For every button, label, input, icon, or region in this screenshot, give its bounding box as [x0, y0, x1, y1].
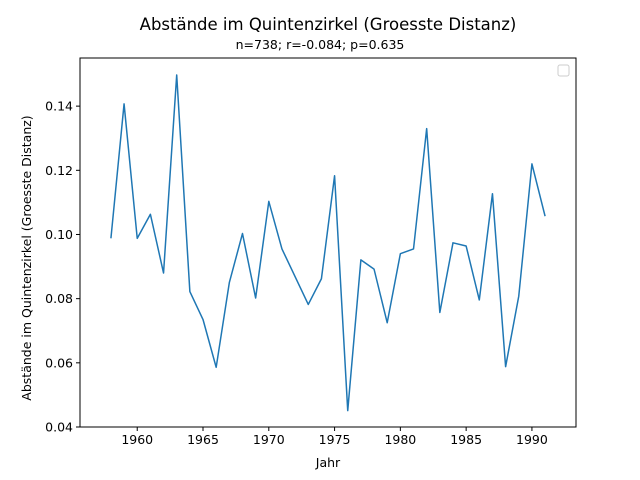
chart-title: Abstände im Quintenzirkel (Groesste Dist…	[140, 15, 517, 34]
y-tick-label: 0.06	[45, 355, 73, 370]
y-tick-label: 0.04	[45, 420, 73, 435]
x-axis-label: Jahr	[315, 455, 341, 470]
data-point	[412, 247, 415, 250]
x-tick-label: 1985	[450, 432, 482, 447]
x-tick-label: 1960	[121, 432, 153, 447]
legend-box	[557, 64, 570, 77]
data-point	[517, 295, 520, 298]
x-tick-label: 1990	[516, 432, 548, 447]
data-point	[241, 232, 244, 235]
plot-area: 1960 1965 1970 1975 1980 1985 1990 0.04 0.06 0.08…	[45, 57, 577, 447]
data-point	[465, 245, 468, 248]
data-point	[386, 321, 389, 324]
y-tick-label: 0.14	[45, 99, 73, 114]
data-point	[504, 365, 507, 368]
data-point	[373, 268, 376, 271]
data-point	[149, 213, 152, 216]
data-point	[188, 290, 191, 293]
data-point	[530, 162, 533, 165]
data-point	[438, 311, 441, 314]
y-tick-label: 0.10	[45, 227, 73, 242]
data-point	[491, 192, 494, 195]
data-point	[544, 215, 547, 218]
data-point	[478, 298, 481, 301]
data-point	[215, 366, 218, 369]
data-point	[136, 237, 139, 240]
data-point	[162, 271, 165, 274]
data-point	[451, 241, 454, 244]
chart-subtitle: n=738; r=-0.084; p=0.635	[236, 37, 405, 52]
data-point	[280, 247, 283, 250]
data-point	[267, 200, 270, 203]
data-point	[254, 297, 257, 300]
data-point	[202, 318, 205, 321]
x-tick-label: 1980	[384, 432, 416, 447]
data-point	[307, 303, 310, 306]
axes-frame	[79, 57, 577, 428]
y-tick-label: 0.08	[45, 291, 73, 306]
data-point	[228, 281, 231, 284]
y-tick-label: 0.12	[45, 163, 73, 178]
data-point	[333, 174, 336, 177]
data-point	[109, 237, 112, 240]
x-tick-label: 1965	[187, 432, 219, 447]
data-point	[399, 252, 402, 255]
y-axis-label: Abstände im Quintenzirkel (Groesste Dist…	[19, 115, 34, 400]
data-point	[123, 102, 126, 105]
series-line	[110, 74, 546, 412]
data-point	[346, 409, 349, 412]
data-point	[425, 127, 428, 130]
data-point	[320, 277, 323, 280]
data-point	[175, 74, 178, 77]
data-point	[359, 258, 362, 261]
x-tick-label: 1970	[253, 432, 285, 447]
x-tick-label: 1975	[319, 432, 351, 447]
